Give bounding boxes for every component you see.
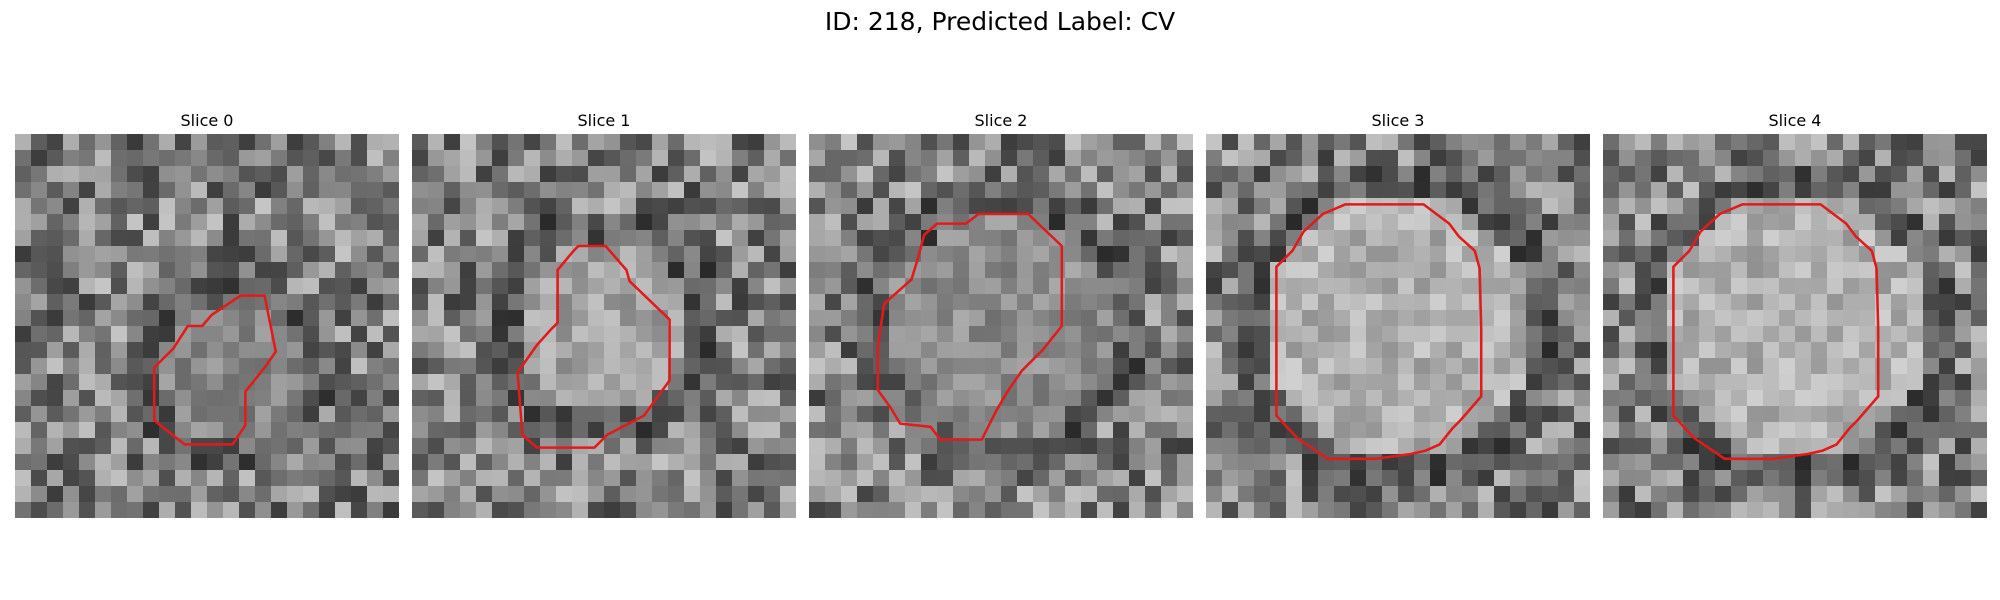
pixel-grid [15,134,399,518]
slice-title: Slice 4 [1768,111,1822,130]
slice-image-4 [1603,134,1987,518]
pixel-grid [1206,134,1590,518]
segmentation-contour [876,212,1064,441]
segmentation-contour [516,244,671,449]
pixel-grid [412,134,796,518]
slice-title: Slice 1 [577,111,631,130]
segmentation-contour [152,294,278,446]
figure-title: ID: 218, Predicted Label: CV [824,7,1176,36]
slice-title: Slice 0 [180,111,234,130]
segmentation-contour [1672,203,1880,461]
pixel-grid [809,134,1193,518]
slice-title: Slice 2 [974,111,1028,130]
slice-panel-0: Slice 0 [15,108,399,518]
slice-title: Slice 3 [1371,111,1425,130]
segmentation-contour [1275,203,1483,461]
slice-panel-1: Slice 1 [412,108,796,518]
slice-image-0 [15,134,399,518]
slice-panel-3: Slice 3 [1206,108,1590,518]
slice-image-3 [1206,134,1590,518]
slice-image-2 [809,134,1193,518]
slice-image-1 [412,134,796,518]
slice-panel-4: Slice 4 [1603,108,1987,518]
slice-panel-2: Slice 2 [809,108,1193,518]
pixel-grid [1603,134,1987,518]
